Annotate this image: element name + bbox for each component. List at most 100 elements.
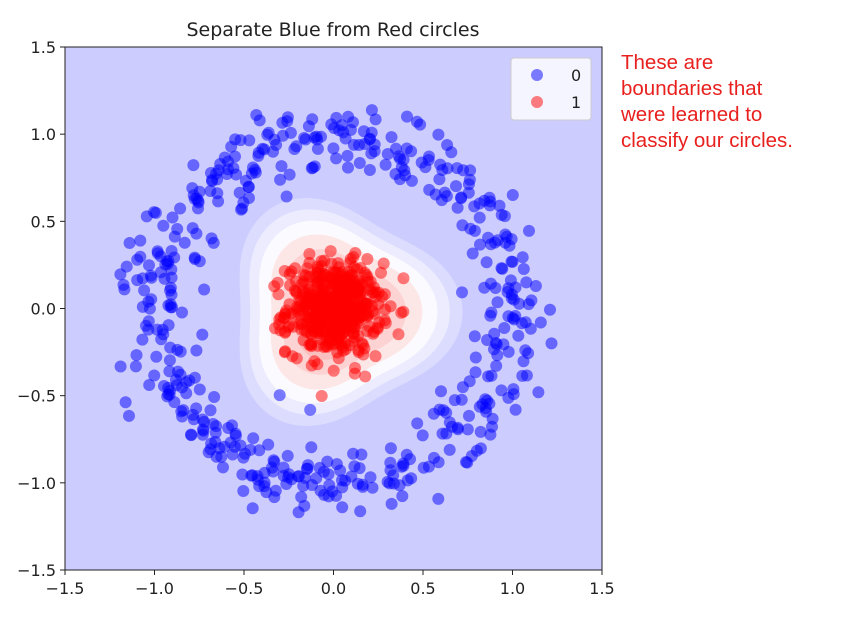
point-series-0 (168, 230, 181, 243)
point-series-1 (301, 262, 314, 275)
point-series-0 (502, 391, 515, 404)
point-series-0 (144, 269, 157, 282)
point-series-0 (234, 439, 247, 452)
series-1-points (268, 245, 410, 402)
annotation-note: These are boundaries that were learned t… (621, 51, 794, 152)
point-series-0 (544, 303, 556, 316)
point-series-0 (299, 133, 312, 146)
point-series-0 (305, 162, 318, 175)
point-series-0 (520, 276, 533, 289)
point-series-0 (212, 195, 225, 208)
point-series-0 (356, 480, 369, 493)
point-series-0 (524, 322, 537, 335)
point-series-0 (396, 490, 409, 503)
point-series-0 (385, 131, 398, 144)
point-series-0 (532, 386, 545, 399)
point-series-0 (193, 383, 206, 396)
point-series-0 (118, 283, 131, 296)
point-series-1 (311, 358, 324, 371)
point-series-1 (359, 370, 372, 383)
point-series-0 (280, 190, 293, 203)
point-series-0 (282, 471, 295, 484)
point-series-0 (411, 417, 424, 430)
point-series-0 (525, 294, 538, 307)
point-series-1 (324, 245, 337, 258)
point-series-0 (176, 410, 189, 423)
point-series-1 (310, 303, 323, 316)
point-series-0 (474, 442, 487, 455)
point-series-0 (251, 470, 264, 483)
point-series-0 (401, 110, 413, 123)
point-series-0 (274, 173, 287, 186)
point-series-0 (207, 418, 220, 430)
point-series-1 (378, 288, 391, 301)
point-series-0 (218, 151, 231, 164)
point-series-0 (237, 196, 250, 209)
point-series-0 (433, 403, 446, 416)
point-series-0 (190, 227, 203, 240)
point-series-0 (416, 429, 429, 442)
point-series-0 (129, 360, 142, 373)
point-series-0 (198, 415, 211, 428)
point-series-0 (302, 120, 315, 133)
point-series-0 (534, 316, 547, 329)
point-series-0 (509, 310, 522, 322)
point-series-0 (443, 443, 456, 456)
point-series-0 (390, 142, 402, 155)
point-series-1 (332, 352, 345, 365)
point-series-0 (157, 328, 170, 341)
y-tick-label: −1.5 (17, 561, 56, 580)
point-series-0 (237, 485, 250, 497)
point-series-0 (363, 164, 376, 176)
point-series-0 (185, 429, 198, 442)
point-series-1 (279, 326, 291, 339)
point-series-1 (327, 265, 340, 278)
point-series-0 (474, 238, 486, 251)
point-series-1 (284, 279, 297, 292)
point-series-1 (339, 343, 352, 356)
chart-title: Separate Blue from Red circles (187, 19, 480, 41)
point-series-0 (506, 189, 519, 201)
point-series-0 (463, 375, 476, 388)
point-series-0 (468, 330, 481, 343)
point-series-0 (123, 409, 135, 422)
x-tick-label: −1.5 (46, 579, 85, 598)
point-series-1 (361, 253, 374, 265)
point-series-0 (157, 219, 170, 232)
point-series-0 (237, 451, 250, 464)
point-series-0 (243, 134, 256, 147)
point-series-1 (278, 346, 291, 359)
point-series-0 (482, 370, 495, 383)
point-series-0 (305, 441, 318, 454)
point-series-0 (464, 164, 477, 177)
point-series-0 (300, 462, 313, 475)
point-series-0 (451, 162, 464, 175)
point-series-0 (148, 369, 161, 382)
point-series-0 (384, 442, 397, 455)
point-series-0 (455, 191, 468, 204)
point-series-0 (330, 152, 343, 165)
point-series-0 (306, 479, 318, 491)
y-tick-label: 0.0 (31, 300, 56, 319)
point-series-0 (484, 309, 497, 322)
point-series-0 (466, 247, 479, 260)
point-series-0 (322, 468, 335, 481)
point-series-0 (123, 237, 136, 249)
point-series-1 (375, 266, 387, 279)
point-series-0 (227, 162, 240, 174)
point-series-0 (502, 345, 515, 358)
point-series-1 (377, 257, 390, 270)
point-series-0 (529, 280, 542, 292)
point-series-1 (349, 362, 361, 374)
y-tick-label: 1.0 (31, 125, 56, 144)
point-series-0 (366, 481, 379, 494)
point-series-0 (261, 128, 274, 141)
x-tick-label: 1.0 (500, 579, 525, 598)
point-series-0 (499, 228, 512, 241)
point-series-0 (342, 110, 355, 123)
point-series-0 (143, 259, 155, 272)
point-series-0 (432, 456, 445, 469)
point-series-0 (330, 458, 343, 471)
point-series-1 (337, 327, 350, 339)
